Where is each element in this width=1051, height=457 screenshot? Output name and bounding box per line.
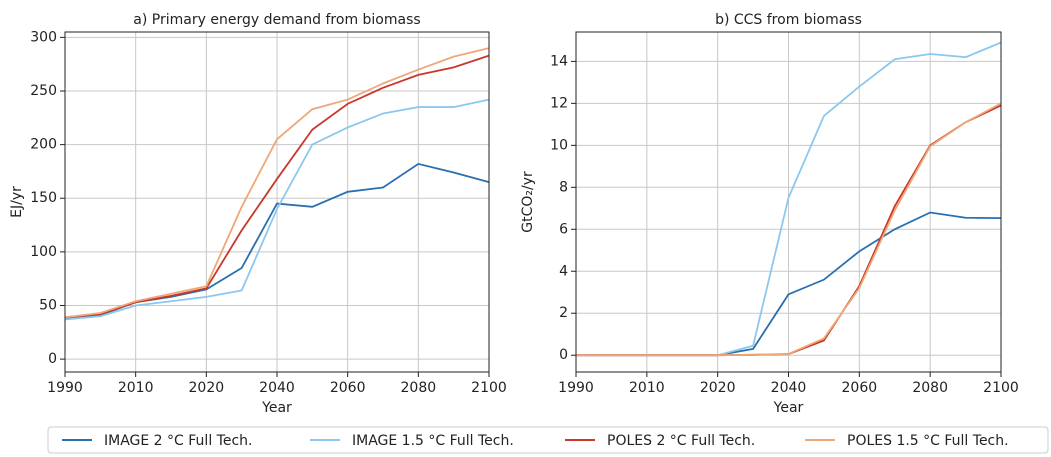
y-tick-label: 4 [559,263,568,279]
x-tick-label: 2010 [629,380,665,396]
y-tick-label: 100 [30,244,57,260]
y-axis-label: EJ/yr [9,186,25,218]
legend-label: IMAGE 2 °C Full Tech. [104,433,252,449]
y-tick-label: 0 [48,351,57,367]
legend-label: IMAGE 1.5 °C Full Tech. [352,433,514,449]
y-tick-label: 8 [559,179,568,195]
x-tick-label: 2100 [471,380,507,396]
x-tick-label: 2100 [983,380,1019,396]
y-tick-label: 50 [39,298,57,314]
x-tick-label: 1990 [47,380,83,396]
chart-title: b) CCS from biomass [715,12,862,28]
x-tick-label: 2020 [700,380,736,396]
y-tick-label: 6 [559,221,568,237]
x-tick-label: 2080 [401,380,437,396]
x-tick-label: 2080 [912,380,948,396]
x-tick-label: 2010 [118,380,154,396]
plot-frame [64,31,490,373]
y-tick-label: 250 [30,83,57,99]
y-tick-label: 10 [550,137,568,153]
series-line [64,98,490,321]
x-tick-label: 2060 [842,380,878,396]
x-axis-label: Year [261,400,292,416]
legend-label: POLES 1.5 °C Full Tech. [847,433,1009,449]
x-tick-label: 1990 [558,380,594,396]
x-axis-label: Year [773,400,804,416]
plot-frame [575,31,1002,373]
x-tick-label: 2020 [189,380,225,396]
y-tick-label: 200 [30,137,57,153]
x-tick-label: 2060 [330,380,366,396]
y-tick-label: 300 [30,29,57,45]
x-tick-label: 2040 [259,380,295,396]
y-tick-label: 2 [559,305,568,321]
y-axis-label: GtCO₂/yr [520,171,536,233]
y-tick-label: 14 [550,53,568,69]
x-tick-label: 2040 [771,380,807,396]
y-tick-label: 12 [550,95,568,111]
series-line [64,54,490,319]
y-tick-label: 150 [30,190,57,206]
legend-label: POLES 2 °C Full Tech. [607,433,755,449]
chart-title: a) Primary energy demand from biomass [133,12,420,28]
series-line [576,102,1002,357]
legend-frame [47,426,1049,454]
y-tick-label: 0 [559,347,568,363]
series-line [64,47,490,319]
